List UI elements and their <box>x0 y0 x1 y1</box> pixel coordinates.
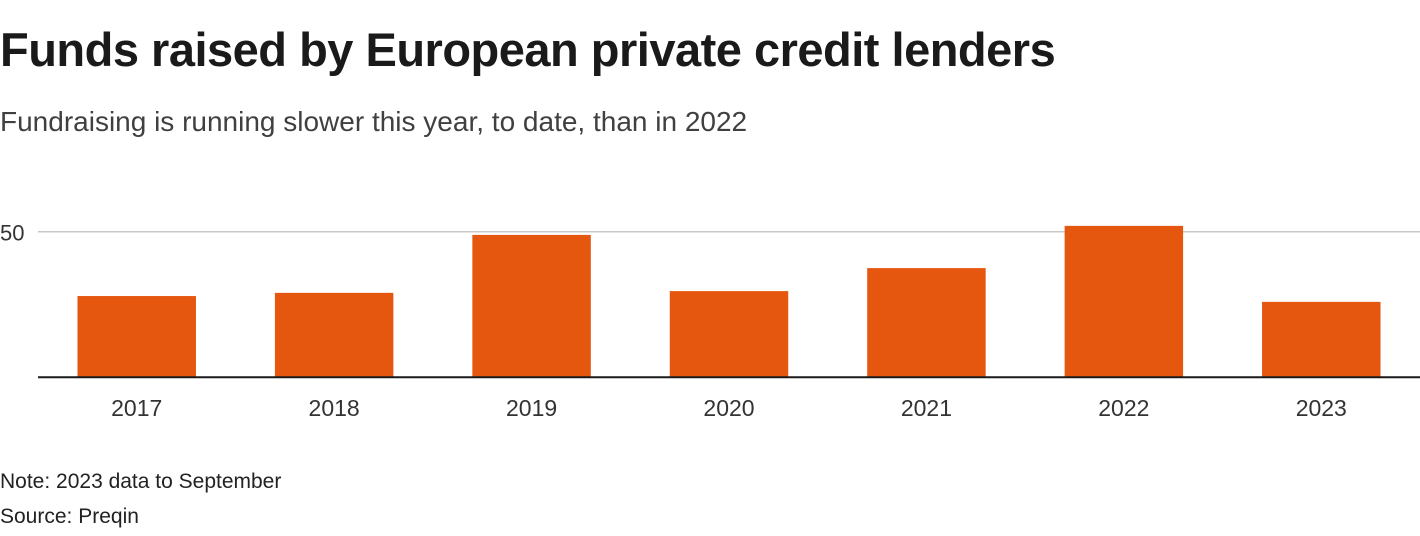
x-tick-label: 2021 <box>901 395 952 421</box>
chart-subtitle: Fundraising is running slower this year,… <box>0 106 748 137</box>
bar-2019 <box>472 234 591 378</box>
x-tick-label: 2022 <box>1098 395 1149 421</box>
bar-2018 <box>274 292 394 378</box>
chart-note: Note: 2023 data to September <box>0 470 282 493</box>
x-tick-label: 2018 <box>309 395 360 421</box>
bar-2017 <box>77 296 196 378</box>
chart-title: Funds raised by European private credit … <box>0 23 1056 76</box>
bar-2020 <box>669 291 789 378</box>
bar-2021 <box>867 268 986 378</box>
x-tick-label: 2020 <box>703 395 754 421</box>
chart-source: Source: Preqin <box>0 505 139 528</box>
y-tick-label: 50 <box>0 221 24 246</box>
bar-2022 <box>1064 225 1184 378</box>
x-tick-label: 2019 <box>506 395 557 421</box>
x-tick-label: 2023 <box>1296 395 1347 421</box>
bar-2023 <box>1262 301 1381 378</box>
x-tick-label: 2017 <box>111 395 162 421</box>
